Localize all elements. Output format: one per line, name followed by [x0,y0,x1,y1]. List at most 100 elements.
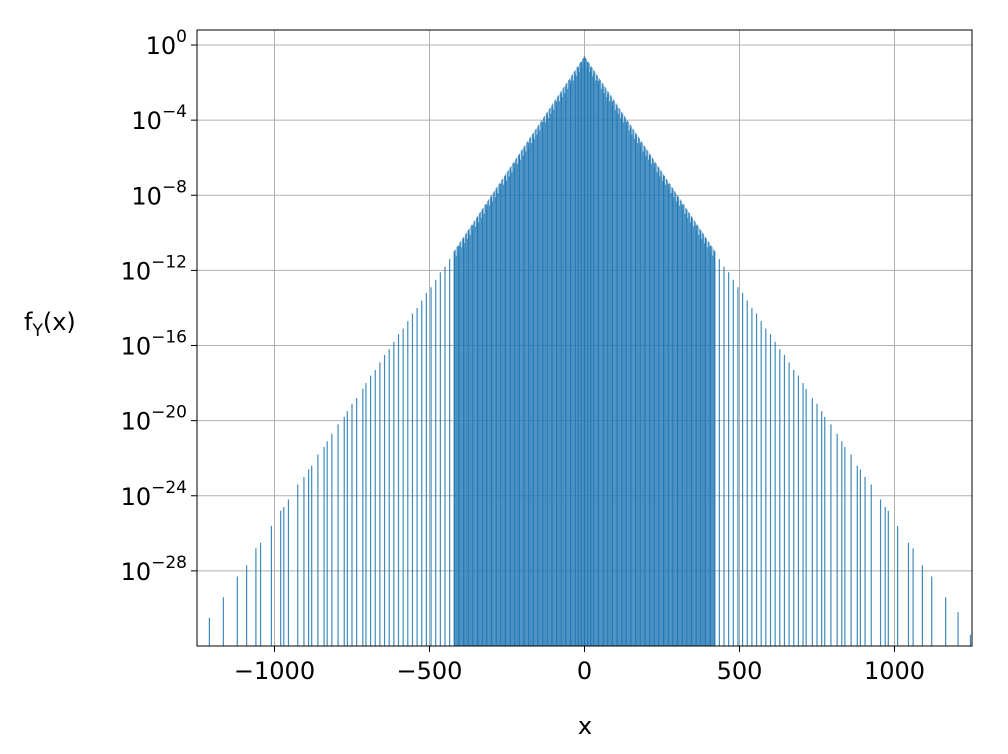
bar [469,234,471,646]
bar [649,153,651,647]
bar [539,130,541,647]
bar [595,74,598,647]
bar [870,484,872,646]
bar [639,147,641,646]
bar [518,153,520,647]
bar [481,209,483,647]
bar [514,168,516,646]
x-tick-label: 500 [717,657,763,685]
bar [737,287,739,646]
bar [662,174,665,646]
bar [622,122,625,647]
bar [553,109,555,646]
bar [370,375,372,646]
bar [416,307,418,646]
bar [463,237,465,646]
bar [542,126,544,647]
bar [625,126,627,647]
bar [907,542,910,646]
bar [246,565,248,646]
bar [411,313,414,646]
bar [259,542,262,646]
bar [830,424,832,646]
bar [557,95,560,647]
bar [270,525,272,646]
x-axis-ticks: −1000 −500 0 500 1000 [234,646,925,685]
bar [623,116,626,647]
bars [208,56,972,647]
bar [444,266,446,646]
bar [541,120,543,646]
bar [572,80,574,646]
bar [570,75,573,647]
bar [662,180,664,647]
x-tick-label: −1000 [234,657,315,685]
bar [459,242,461,646]
bar [698,234,700,646]
bar [521,149,523,647]
bar [821,411,823,646]
bar [593,70,595,646]
bar [694,221,696,646]
bar [528,147,530,646]
bar [575,76,577,646]
bar [622,113,624,647]
bar [456,246,458,647]
bar [464,234,467,646]
bar [621,111,623,647]
bar [710,245,712,646]
bar [379,362,381,646]
bar [591,67,593,646]
y-tick-base: 10 [121,257,152,285]
bar [485,203,487,646]
bar [520,150,522,647]
bar [331,433,333,646]
y-axis-label-subscript: Y [31,321,43,341]
bar [701,239,703,647]
y-tick-base: 10 [121,408,152,436]
bar [458,251,460,646]
bar [606,97,608,646]
bar [558,101,560,647]
bar [921,565,923,646]
y-tick-label: 10−20 [121,403,187,436]
bar [568,79,570,647]
bar [480,218,482,646]
bar [728,272,730,646]
bar [700,230,702,647]
bar [492,192,494,647]
bar [887,510,889,646]
bar [500,188,502,646]
bar [475,226,477,646]
bar [516,157,518,646]
bar [582,57,585,647]
bar [482,207,484,647]
bar [656,172,658,646]
bar [489,205,491,646]
bar [579,63,581,646]
bar [476,216,479,646]
bar [630,125,632,646]
bar [603,93,605,646]
bar [702,232,704,646]
bar [337,424,339,646]
bar [608,92,610,647]
bar [680,200,682,646]
bar [559,92,561,647]
bar [513,161,515,646]
bar [540,121,542,646]
bar [490,195,493,646]
bar [732,279,734,646]
bar [383,354,386,646]
bar [374,369,376,646]
bar [343,416,345,646]
bar [611,105,613,647]
bar [660,170,662,647]
bar [658,167,660,646]
bar [587,61,589,646]
bar [824,416,826,646]
y-tick-base: 10 [121,333,152,361]
bar [564,93,566,646]
bar [524,145,526,646]
bar [723,266,725,646]
